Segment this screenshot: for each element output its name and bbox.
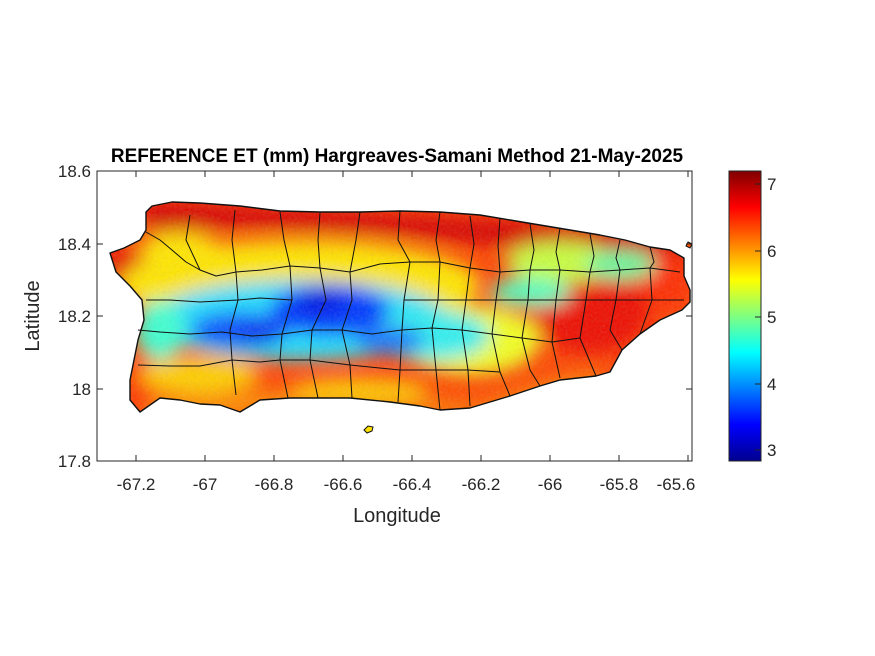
chart-title: REFERENCE ET (mm) Hargreaves-Samani Meth…: [111, 146, 684, 167]
y-tick-label: 17.8: [58, 452, 91, 471]
x-axis: [135, 171, 689, 461]
colorbar-tick-label: 3: [767, 441, 776, 460]
colorbar-ticks: [755, 183, 761, 451]
y-tick-label: 18.4: [58, 235, 91, 254]
x-tick-label: -66.8: [255, 475, 294, 494]
x-tick-label: -66.6: [324, 475, 363, 494]
island-outline: [109, 201, 691, 413]
x-tick-label: -67: [193, 475, 218, 494]
y-tick-label: 18.6: [58, 162, 91, 181]
municipality-boundaries: [137, 209, 684, 411]
colorbar-tick-label: 4: [767, 375, 776, 394]
colorbar-tick-label: 6: [767, 242, 776, 261]
colorbar: [728, 170, 762, 462]
y-tick-label: 18.2: [58, 307, 91, 326]
y-tick-label: 18: [72, 380, 91, 399]
x-tick-label: -65.8: [600, 475, 639, 494]
colorbar-tick-label: 5: [767, 308, 776, 327]
x-tick-label: -66.4: [393, 475, 432, 494]
x-tick-label: -67.2: [117, 475, 156, 494]
et-heatmap: [110, 202, 690, 412]
y-axis: [97, 170, 692, 462]
y-axis-label: Latitude: [22, 280, 44, 351]
small-island: [363, 425, 374, 434]
x-tick-label: -65.6: [657, 475, 696, 494]
x-tick-label: -66.2: [462, 475, 501, 494]
colorbar-tick-label: 7: [767, 175, 776, 194]
x-axis-label: Longitude: [353, 505, 441, 527]
x-tick-label: -66: [538, 475, 563, 494]
